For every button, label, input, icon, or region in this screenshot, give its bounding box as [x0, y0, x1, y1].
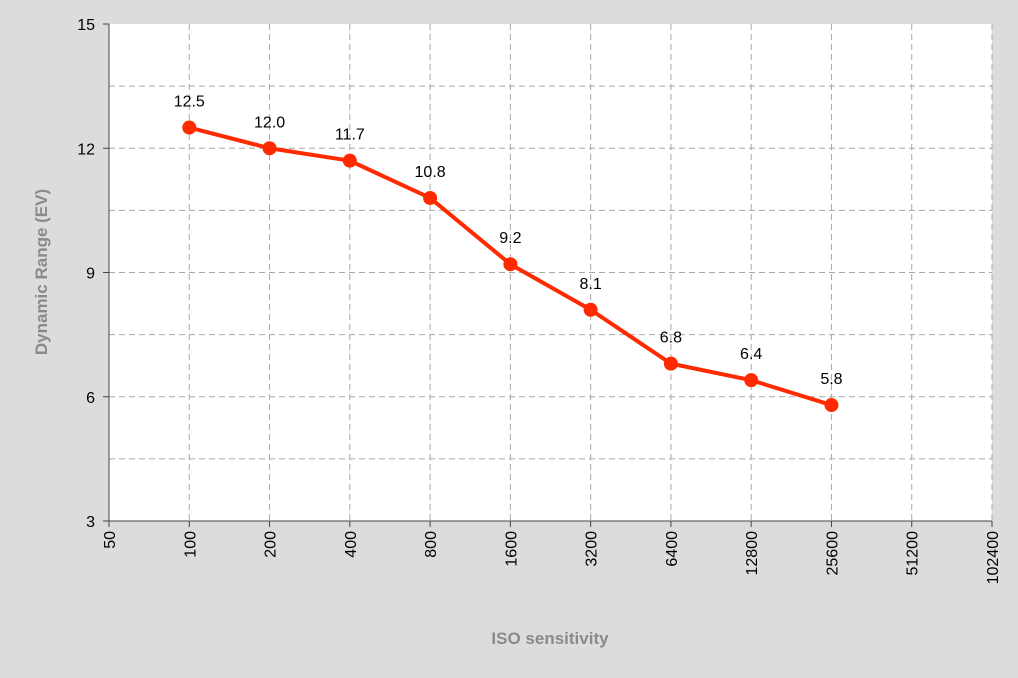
data-label: 9.2: [499, 230, 521, 247]
data-label: 5.8: [820, 371, 842, 388]
grid-layer: [109, 24, 993, 521]
data-label: 11.7: [335, 127, 365, 144]
labels-layer: 12.5 12.0 11.7 10.8 9.2 8.1 6.8 6.4 5.8: [174, 94, 843, 388]
y-tick-label: 12: [77, 141, 95, 158]
x-tick-label: 102400: [985, 531, 1002, 584]
x-tick-label: 100: [182, 531, 199, 558]
data-point: [262, 141, 277, 156]
x-axis-title: ISO sensitivity: [491, 629, 609, 648]
data-point: [663, 356, 678, 371]
x-tick-label: 25600: [824, 531, 841, 576]
x-tick-label: 400: [343, 531, 360, 558]
x-tick-label: 800: [423, 531, 440, 558]
data-label: 12.0: [254, 114, 285, 131]
x-tick-label: 51200: [905, 531, 922, 576]
y-tick-label: 9: [86, 266, 95, 283]
data-point: [744, 373, 759, 388]
data-point: [503, 257, 518, 272]
data-label: 6.4: [740, 346, 762, 363]
x-tick-label: 3200: [584, 531, 601, 567]
y-tick-label: 15: [77, 17, 95, 34]
x-tick-label: 200: [263, 531, 280, 558]
data-label: 10.8: [415, 164, 446, 181]
data-point: [583, 302, 598, 317]
x-tick-label: 6400: [664, 531, 681, 567]
y-tick-label: 3: [86, 514, 95, 531]
series-layer: [182, 120, 839, 413]
data-point: [423, 190, 438, 205]
data-label: 12.5: [174, 94, 205, 111]
data-point: [342, 153, 357, 168]
y-axis-title: Dynamic Range (EV): [32, 189, 51, 355]
data-point: [182, 120, 197, 135]
x-tick-label: 1600: [503, 531, 520, 567]
x-tick-label: 50: [102, 531, 119, 549]
data-label: 8.1: [580, 276, 602, 293]
y-tick-label: 6: [86, 390, 95, 407]
data-label: 6.8: [660, 330, 682, 347]
axes-layer: 15 12 9 6 3 50 100 200 400 800 1600 3200 6400 12800 25…: [77, 17, 1002, 584]
x-tick-label: 12800: [744, 531, 761, 576]
data-point: [824, 398, 839, 413]
